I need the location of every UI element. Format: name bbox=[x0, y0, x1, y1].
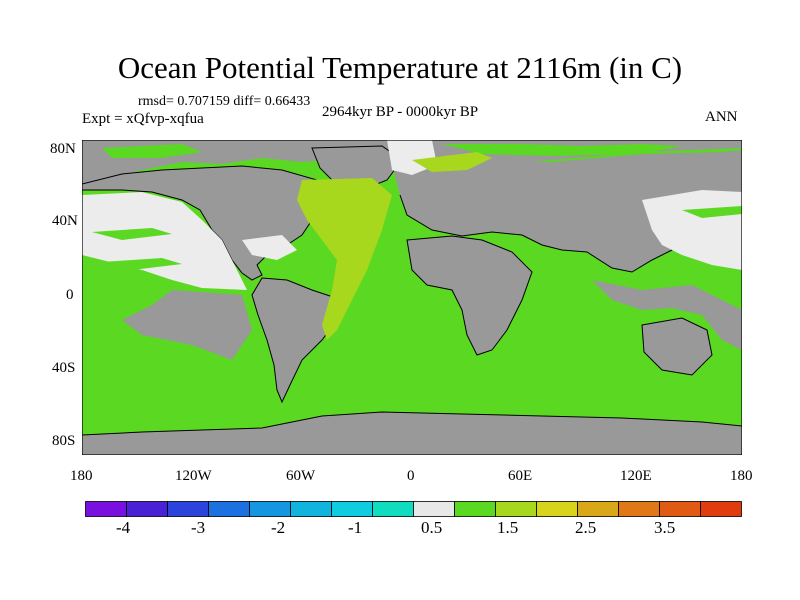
colorbar-label: -3 bbox=[191, 518, 206, 537]
stats-label: rmsd= 0.707159 diff= 0.66433 bbox=[138, 94, 311, 109]
colorbar-swatch bbox=[249, 501, 291, 517]
world-map bbox=[82, 140, 742, 455]
experiment-label: Expt = xQfvp-xqfua bbox=[82, 111, 204, 127]
x-tick-label: 0 bbox=[407, 468, 415, 484]
colorbar-label: -2 bbox=[271, 518, 286, 537]
colorbar-label: 1.5 bbox=[497, 518, 519, 537]
y-tick-label: 80N bbox=[50, 141, 76, 157]
x-tick-label: 120W bbox=[175, 468, 212, 484]
east-pacific-gray bbox=[122, 290, 252, 360]
eurasia bbox=[392, 150, 742, 272]
north-pacific-white bbox=[82, 192, 247, 290]
colorbar-swatch bbox=[536, 501, 578, 517]
south-america bbox=[252, 278, 342, 402]
pacific-streak bbox=[92, 228, 172, 240]
y-tick-label: 0 bbox=[66, 287, 74, 303]
pacific-streak bbox=[102, 258, 182, 270]
x-tick-label: 60W bbox=[286, 468, 316, 484]
y-tick-label: 40S bbox=[52, 360, 76, 376]
x-tick-label: 180 bbox=[730, 468, 753, 484]
period-label: 2964kyr BP - 0000kyr BP bbox=[322, 104, 479, 120]
colorbar-swatch bbox=[577, 501, 619, 517]
x-tick-label: 60E bbox=[508, 468, 533, 484]
colorbar-swatch bbox=[331, 501, 373, 517]
colorbar-swatch bbox=[618, 501, 660, 517]
map-title: Ocean Potential Temperature at 2116m (in… bbox=[117, 50, 683, 85]
colorbar-label: -4 bbox=[116, 518, 131, 537]
colorbar-swatch bbox=[700, 501, 742, 517]
colorbar-swatch bbox=[85, 501, 127, 517]
y-tick-label: 80S bbox=[52, 433, 76, 449]
colorbar-swatch bbox=[413, 501, 455, 517]
x-tick-label: 180 bbox=[70, 468, 93, 484]
colorbar-label: 0.5 bbox=[421, 518, 443, 537]
colorbar bbox=[85, 501, 742, 517]
north-america-coast bbox=[82, 165, 323, 281]
colorbar-swatch bbox=[126, 501, 168, 517]
pacific-streak bbox=[682, 206, 742, 218]
antarctica bbox=[82, 412, 742, 455]
north-atlantic-warm bbox=[297, 178, 392, 340]
colorbar-swatch bbox=[495, 501, 537, 517]
africa-coast bbox=[406, 235, 533, 356]
colorbar-swatch bbox=[372, 501, 414, 517]
x-tick-label: 120E bbox=[620, 468, 652, 484]
arctic-green bbox=[442, 144, 682, 156]
arctic-yellow-green bbox=[412, 152, 492, 172]
colorbar-label: -1 bbox=[348, 518, 363, 537]
caribbean-white bbox=[242, 235, 297, 260]
colorbar-swatch bbox=[290, 501, 332, 517]
season-label: ANN bbox=[705, 109, 738, 125]
arctic-green bbox=[102, 144, 202, 158]
colorbar-swatch bbox=[454, 501, 496, 517]
colorbar-swatch bbox=[659, 501, 701, 517]
colorbar-swatch bbox=[208, 501, 250, 517]
south-america-coast bbox=[251, 277, 343, 404]
colorbar-label: 2.5 bbox=[575, 518, 597, 537]
africa bbox=[407, 236, 532, 355]
australia bbox=[641, 317, 713, 376]
y-tick-label: 40N bbox=[52, 213, 78, 229]
antarctica-coast bbox=[82, 411, 742, 436]
colorbar-label: 3.5 bbox=[654, 518, 676, 537]
colorbar-swatch bbox=[167, 501, 209, 517]
maritime-continent bbox=[592, 280, 742, 350]
